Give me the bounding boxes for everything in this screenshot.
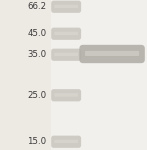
FancyBboxPatch shape bbox=[51, 136, 81, 148]
FancyBboxPatch shape bbox=[51, 28, 81, 40]
Text: 66.2: 66.2 bbox=[27, 2, 46, 11]
Text: 35.0: 35.0 bbox=[27, 50, 46, 59]
FancyBboxPatch shape bbox=[51, 1, 81, 13]
FancyBboxPatch shape bbox=[85, 51, 139, 56]
FancyBboxPatch shape bbox=[54, 140, 78, 143]
FancyBboxPatch shape bbox=[51, 89, 81, 101]
FancyBboxPatch shape bbox=[51, 49, 81, 61]
FancyBboxPatch shape bbox=[54, 5, 78, 8]
Text: 25.0: 25.0 bbox=[27, 91, 46, 100]
FancyBboxPatch shape bbox=[54, 32, 78, 35]
FancyBboxPatch shape bbox=[54, 93, 78, 97]
Text: 15.0: 15.0 bbox=[27, 137, 46, 146]
FancyBboxPatch shape bbox=[79, 45, 145, 63]
Text: 45.0: 45.0 bbox=[27, 29, 46, 38]
FancyBboxPatch shape bbox=[54, 53, 78, 56]
Bar bbox=[51, 0, 147, 150]
